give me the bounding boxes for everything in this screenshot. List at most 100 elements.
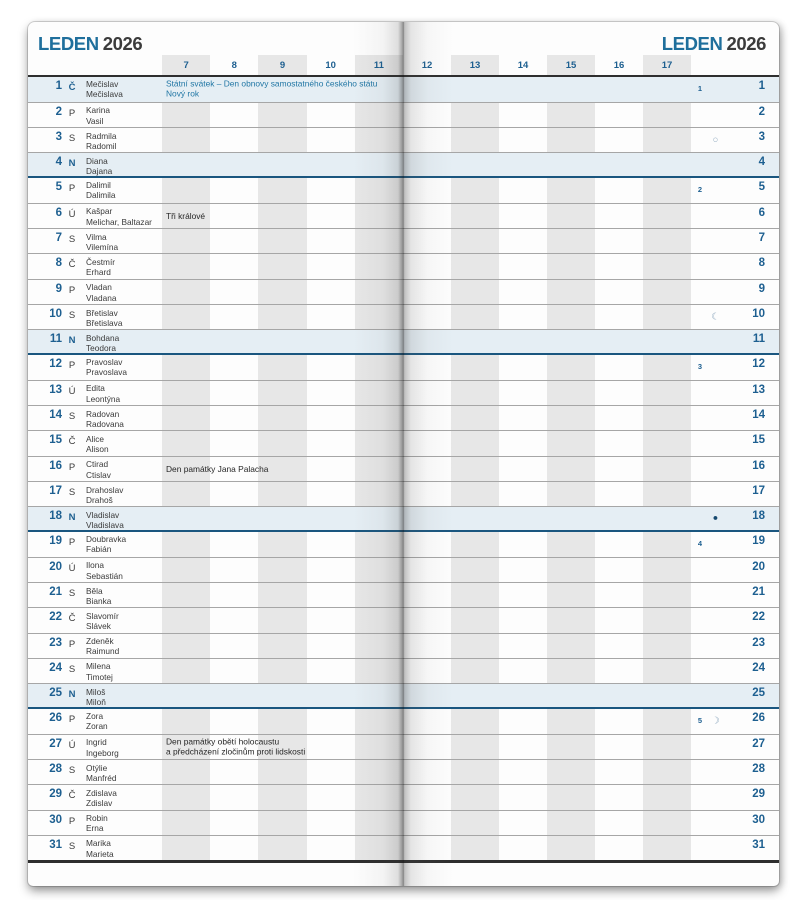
day-row: 26 P Zora Zoran 5 ☽ 26: [28, 709, 779, 734]
day-number-left: 7: [55, 232, 62, 245]
name-day-secondary: Teodora: [86, 343, 116, 354]
day-number-right: 11: [752, 333, 765, 346]
hour-column-stripe: [643, 55, 691, 861]
day-number-left: 3: [55, 131, 62, 144]
name-day-primary: Bohdana: [86, 332, 120, 343]
day-number-left: 11: [49, 333, 62, 346]
name-day-secondary: Bianka: [86, 595, 112, 606]
name-day-secondary: Timotej: [86, 671, 113, 682]
day-number-left: 5: [55, 180, 62, 193]
hour-column-stripe: [162, 55, 211, 861]
day-row: 18 N Vladislav Vladislava ● 18: [28, 506, 779, 532]
year-label: 2026: [102, 33, 143, 54]
day-number-left: 9: [55, 282, 62, 295]
day-number-left: 15: [49, 434, 62, 447]
name-day-secondary: Ctislav: [86, 469, 111, 480]
day-row: 21 S Běla Bianka 21: [28, 582, 779, 607]
day-number-right: 14: [752, 409, 765, 422]
day-number-left: 28: [49, 763, 62, 776]
day-number-right: 21: [752, 586, 765, 599]
week-number: 4: [697, 538, 703, 548]
hour-label: 12: [421, 60, 433, 71]
day-row: 2 P Karina Vasil 2: [28, 101, 779, 127]
name-day-secondary: Miloň: [86, 697, 106, 708]
hour-label: 8: [231, 60, 237, 71]
weekday-letter: Ú: [68, 208, 76, 220]
diary-spread: LEDEN 2026 LEDEN 2026 7 8 9 10 11 12 13 14 15 16 17 …: [28, 22, 779, 886]
day-number-left: 12: [49, 357, 62, 370]
year-label: 2026: [726, 33, 766, 54]
weekday-letter: S: [68, 487, 76, 498]
day-number-left: 8: [55, 257, 62, 270]
name-day-secondary: Mečislava: [86, 89, 123, 100]
holiday-note: Den památky Jana Palacha: [166, 464, 268, 474]
name-day-primary: Zdislava: [86, 787, 117, 798]
name-day-primary: Otýlie: [86, 762, 108, 773]
name-day-primary: Marika: [86, 838, 111, 849]
day-row: 8 Č Čestmír Erhard 8: [28, 253, 779, 278]
hour-label: 13: [469, 60, 481, 71]
name-day-primary: Vladan: [86, 282, 112, 293]
weekday-letter: S: [68, 840, 76, 852]
moon-phase-icon: ○: [712, 134, 719, 146]
holiday-note: Státní svátek – Den obnovy samostatného …: [166, 79, 377, 100]
day-row: 10 S Břetislav Břetislava ☾ 10: [28, 304, 779, 329]
day-number-right: 19: [752, 534, 765, 547]
day-number-right: 22: [752, 611, 765, 624]
name-day-primary: Pravoslav: [86, 357, 123, 368]
name-day-primary: Edita: [86, 383, 105, 394]
name-day-primary: Kašpar: [86, 206, 113, 217]
hour-label: 7: [183, 60, 189, 71]
name-day-primary: Radovan: [86, 408, 120, 419]
day-row: 1 Č Mečislav Mečislava Státní svátek – D…: [28, 76, 779, 102]
day-number-right: 15: [752, 434, 765, 447]
day-row: 5 P Dalimil Dalimila 2 5: [28, 178, 779, 203]
name-day-secondary: Pravoslava: [86, 367, 128, 378]
day-number-right: 20: [752, 560, 765, 573]
moon-phase-icon: ☾: [711, 311, 720, 323]
name-day-primary: Běla: [86, 585, 103, 596]
day-number-right: 17: [752, 485, 765, 497]
day-row: 30 P Robin Erna 30: [28, 809, 779, 835]
day-number-left: 6: [55, 206, 62, 219]
day-row: 11 N Bohdana Teodora 11: [28, 329, 779, 355]
weekday-letter: S: [68, 310, 76, 322]
day-number-right: 5: [758, 180, 765, 193]
week-number: 5: [697, 715, 703, 725]
day-number-right: 29: [752, 788, 765, 801]
day-number-left: 22: [49, 611, 62, 624]
day-number-left: 16: [49, 459, 62, 472]
name-day-primary: Zora: [86, 711, 104, 722]
note-line-2: Nový rok: [166, 89, 200, 100]
weekday-letter: P: [68, 359, 76, 371]
day-number-right: 18: [752, 510, 765, 523]
weekday-letter: Č: [68, 613, 76, 625]
day-number-right: 6: [758, 206, 765, 219]
day-number-left: 18: [49, 510, 62, 523]
note-line-1: Den památky Jana Palacha: [166, 463, 269, 474]
name-day-primary: Diana: [86, 155, 108, 166]
name-day-secondary: Leontýna: [86, 393, 121, 404]
day-number-left: 26: [49, 711, 62, 724]
name-day-secondary: Erhard: [86, 267, 111, 278]
name-day-secondary: Zdislav: [86, 798, 113, 809]
day-number-right: 28: [752, 763, 765, 776]
day-row: 7 S Vilma Vilemína 7: [28, 228, 779, 253]
weekday-letter: Ú: [68, 562, 76, 574]
hour-label: 16: [613, 60, 625, 71]
day-row: 15 Č Alice Alison 15: [28, 430, 779, 455]
day-number-left: 17: [49, 485, 62, 497]
name-day-secondary: Erna: [86, 823, 104, 834]
day-number-right: 12: [752, 357, 765, 370]
day-row: 24 S Milena Timotej 24: [28, 657, 779, 683]
weekday-letter: Č: [68, 81, 76, 93]
hour-label: 9: [279, 60, 286, 71]
day-row: 13 Ú Edita Leontýna 13: [28, 379, 779, 405]
day-number-left: 31: [49, 838, 62, 851]
name-day-secondary: Melichar, Baltazar: [86, 216, 152, 227]
day-number-right: 1: [758, 79, 765, 92]
weekday-letter: S: [68, 234, 76, 246]
weekday-letter: P: [68, 536, 76, 548]
name-day-primary: Miloš: [86, 686, 106, 697]
